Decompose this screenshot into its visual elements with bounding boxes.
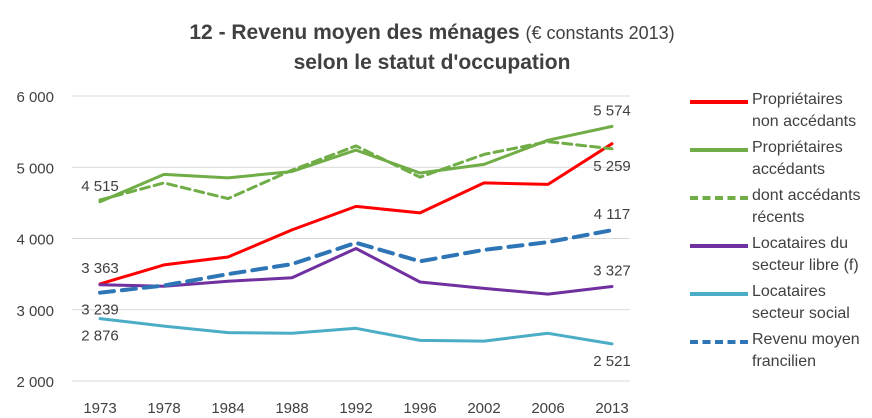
data-labels: 4 515 3 363 3 239 2 876 5 574 5 259 4 117 3 327… (81, 102, 631, 370)
legend-label: Propriétaires non accédants (752, 91, 857, 130)
chart-title-main: 12 - Revenu moyen des ménages (189, 21, 520, 44)
legend-label: Locataires du secteur libre (f) (752, 235, 859, 274)
y-axis: 2 000 3 000 4 000 5 000 6 000 (16, 89, 54, 391)
legend-swatch (690, 244, 748, 248)
data-label: 5 574 (593, 102, 631, 119)
legend-swatch (690, 340, 748, 344)
series-line (98, 124, 614, 204)
series-line (98, 140, 614, 202)
legend-item: Locataires du secteur libre (f) (690, 233, 870, 281)
legend-swatch (690, 148, 748, 152)
legend-label: Propriétaires accédants (752, 139, 843, 178)
data-label: 5 259 (593, 158, 631, 175)
legend-swatch (690, 100, 748, 104)
x-tick-label: 2006 (531, 400, 564, 417)
x-tick-label: 2013 (595, 400, 628, 417)
y-tick-label: 4 000 (16, 232, 54, 249)
y-tick-label: 6 000 (16, 89, 54, 106)
y-tick-label: 3 000 (16, 303, 54, 320)
x-tick-label: 1988 (275, 400, 308, 417)
data-label: 2 521 (593, 353, 631, 370)
x-tick-label: 1973 (83, 400, 116, 417)
legend-item: dont accédants récents (690, 185, 870, 233)
chart-title-unit: (€ constants 2013) (525, 23, 675, 43)
series-line (98, 142, 614, 286)
x-tick-label: 1992 (339, 400, 372, 417)
x-tick-label: 1984 (211, 400, 244, 417)
legend-swatch (690, 292, 748, 296)
data-label: 3 327 (593, 262, 631, 279)
data-label: 4 515 (81, 178, 119, 195)
data-label: 3 239 (81, 302, 119, 319)
series-line (98, 228, 614, 295)
y-tick-label: 2 000 (16, 374, 54, 391)
x-tick-label: 1978 (147, 400, 180, 417)
gridlines (72, 95, 630, 382)
legend-label: Locataires secteur social (752, 283, 850, 322)
legend-item: Revenu moyen francilien (690, 329, 870, 377)
series-lines (98, 124, 614, 346)
series-line (98, 317, 614, 346)
x-tick-label: 1996 (403, 400, 436, 417)
x-tick-label: 2002 (467, 400, 500, 417)
y-tick-label: 5 000 (16, 160, 54, 177)
legend-label: Revenu moyen francilien (752, 331, 860, 370)
chart-title: 12 - Revenu moyen des ménages (€ constan… (0, 21, 868, 45)
legend-item: Propriétaires accédants (690, 137, 870, 185)
legend-swatch (690, 196, 748, 200)
legend: Propriétaires non accédants Propriétaire… (690, 89, 870, 377)
legend-item: Locataires secteur social (690, 281, 870, 329)
data-label: 4 117 (594, 206, 630, 223)
legend-label: dont accédants récents (752, 187, 861, 226)
chart-subtitle: selon le statut d'occupation (293, 51, 571, 74)
series-line (98, 247, 614, 296)
legend-item: Propriétaires non accédants (690, 89, 870, 137)
data-label: 3 363 (81, 260, 119, 277)
x-axis: 1973 1978 1984 1988 1992 1996 2002 2006 2013 (83, 400, 628, 417)
data-label: 2 876 (81, 328, 119, 345)
